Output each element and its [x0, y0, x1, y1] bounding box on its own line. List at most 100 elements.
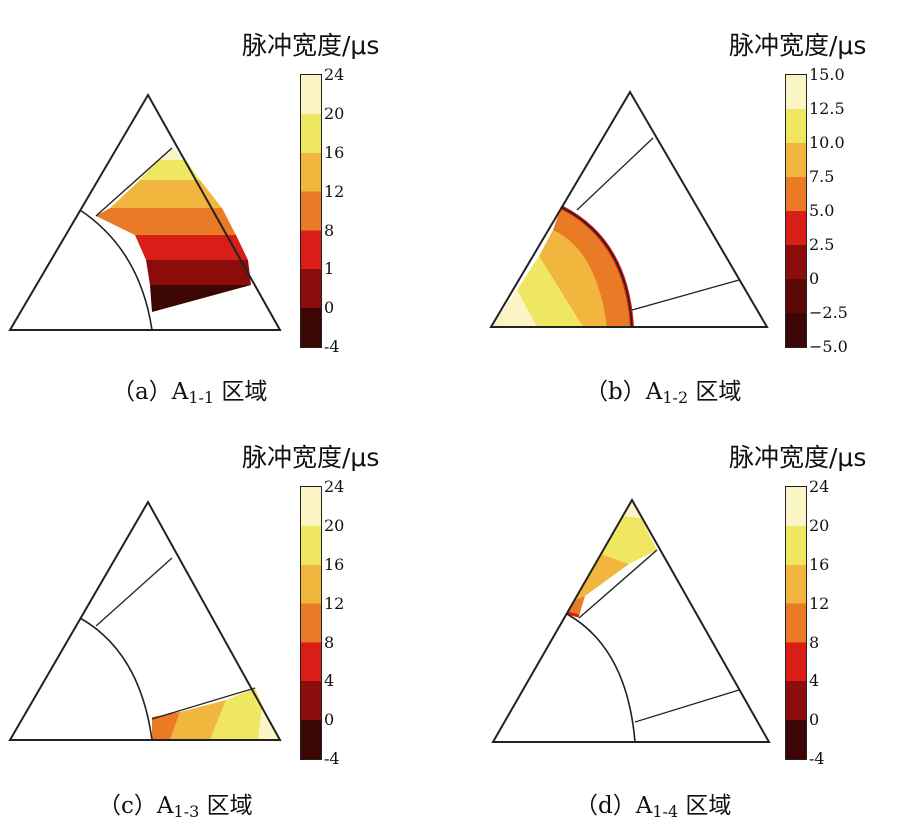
- tick-label: 1: [324, 259, 334, 278]
- caption-label: （d）: [575, 793, 636, 819]
- tick-label: 24: [324, 478, 344, 496]
- tick-label: -4: [809, 749, 825, 768]
- tick-label: 24: [809, 478, 829, 496]
- sector-line-upper: [576, 137, 654, 211]
- triangle-outline: [491, 497, 771, 743]
- caption-suffix: 区域: [688, 379, 742, 405]
- tick-label: 16: [324, 555, 344, 574]
- triangle-outline: [8, 92, 282, 331]
- tick-label: 16: [809, 555, 829, 574]
- colorbar: [785, 486, 807, 760]
- colorbar-ticks: 15.0 12.5 10.0 7.5 5.0 2.5 0 −2.5 −5.0: [809, 66, 848, 356]
- inner-arc: [560, 206, 633, 328]
- colorbar-ticks: 24 20 16 12 8 1 0 -4: [324, 66, 344, 356]
- tick-label: 8: [809, 633, 819, 652]
- colorbar: [785, 74, 807, 348]
- colorbar-title: 脉冲宽度/μs: [242, 31, 380, 60]
- triangle-plot: [489, 90, 769, 328]
- tick-label: −5.0: [809, 337, 848, 356]
- sector-line-upper: [578, 549, 658, 619]
- panel-caption: （a）A1-1 区域: [112, 372, 268, 407]
- inner-arc: [79, 209, 153, 331]
- inner-arc: [79, 617, 153, 741]
- panel-b: 脉冲宽度/μs 15.0 12.5 10.0 7.5 5.0 2.5 0 −2.…: [457, 0, 914, 412]
- tick-label: 20: [809, 516, 829, 535]
- tick-label: 0: [809, 269, 819, 288]
- triangle-outline: [8, 499, 282, 741]
- colorbar-title: 脉冲宽度/μs: [729, 31, 867, 60]
- caption-region-sub: 1-1: [188, 388, 215, 407]
- triangle-plot: [8, 499, 282, 741]
- tick-label: 12.5: [809, 99, 845, 118]
- panel-c: 脉冲宽度/μs 24 20 16 12 8 4 0 -4 （c）A1-3 区域: [0, 412, 457, 825]
- band-yellow: [601, 516, 657, 564]
- tick-label: -4: [324, 749, 340, 768]
- band-lightyellow: [623, 500, 641, 518]
- tick-label: 5.0: [809, 201, 834, 220]
- tick-label: 4: [809, 671, 819, 690]
- band-yellow: [140, 160, 200, 180]
- sector-line-lower: [634, 689, 740, 723]
- caption-region: A: [171, 379, 189, 405]
- band-lightorange: [110, 180, 222, 208]
- caption-region: A: [635, 793, 653, 819]
- tick-label: 15.0: [809, 66, 845, 84]
- tick-label: 2.5: [809, 235, 834, 254]
- triangle-outline: [489, 90, 769, 328]
- caption-suffix: 区域: [199, 793, 253, 819]
- band-lightorange: [170, 700, 226, 740]
- band-darkest: [150, 285, 251, 312]
- triangle-plot: [8, 92, 282, 331]
- tick-label: 8: [324, 633, 334, 652]
- caption-region-sub: 1-2: [662, 388, 689, 407]
- tick-label: 7.5: [809, 167, 834, 186]
- band-lightorange: [575, 554, 629, 600]
- tick-label: -4: [324, 337, 340, 356]
- caption-suffix: 区域: [214, 379, 268, 405]
- tick-label: 12: [809, 594, 829, 613]
- band-darkred: [146, 260, 251, 285]
- tick-label: 8: [324, 221, 334, 240]
- panel-caption: （c）A1-3 区域: [98, 786, 253, 821]
- caption-label: （b）: [585, 379, 646, 405]
- sector-top-edge: [95, 147, 173, 217]
- band-lightyellow: [491, 290, 537, 327]
- tick-label: 0: [324, 710, 334, 729]
- caption-region: A: [645, 379, 663, 405]
- band-red: [135, 235, 248, 260]
- colorbar-title: 脉冲宽度/μs: [242, 443, 380, 472]
- tick-label: 20: [324, 516, 344, 535]
- tick-label: 20: [324, 104, 344, 123]
- caption-suffix: 区域: [678, 793, 732, 819]
- colorbar: [300, 486, 322, 760]
- panel-a: 脉冲宽度/μs 24 20 16 12 8 1 0 -4 （a）A1-1 区域: [0, 0, 457, 412]
- tick-label: 10.0: [809, 133, 845, 152]
- panel-d: 脉冲宽度/μs 24 20 16 12 8 4 0 -4 （d）A1-4 区域: [457, 412, 914, 825]
- tick-label: 0: [324, 298, 334, 317]
- tick-label: 0: [809, 710, 819, 729]
- caption-region: A: [156, 793, 174, 819]
- band-orange: [96, 208, 236, 235]
- inner-arc: [566, 613, 636, 743]
- caption-label: （a）: [112, 379, 172, 405]
- band-lightyellow: [158, 148, 186, 160]
- tick-label: 16: [324, 143, 344, 162]
- colorbar: [300, 74, 322, 348]
- band-red-edge: [566, 611, 580, 618]
- tick-label: −2.5: [809, 303, 848, 322]
- colorbar-ticks: 24 20 16 12 8 4 0 -4: [809, 478, 829, 768]
- caption-region-sub: 1-4: [652, 802, 679, 821]
- sector-line-lower: [631, 279, 740, 311]
- caption-region-sub: 1-3: [173, 802, 200, 821]
- tick-label: 24: [324, 66, 344, 84]
- band-orange: [567, 596, 585, 616]
- band-yellow: [210, 688, 266, 740]
- band-orange: [152, 712, 180, 740]
- band-orange-main: [553, 207, 632, 327]
- tick-label: 4: [324, 671, 334, 690]
- triangle-plot: [491, 497, 771, 743]
- tick-label: 12: [324, 594, 344, 613]
- sector-line-upper: [95, 557, 173, 627]
- panel-caption: （d）A1-4 区域: [575, 786, 732, 821]
- colorbar-title: 脉冲宽度/μs: [729, 443, 867, 472]
